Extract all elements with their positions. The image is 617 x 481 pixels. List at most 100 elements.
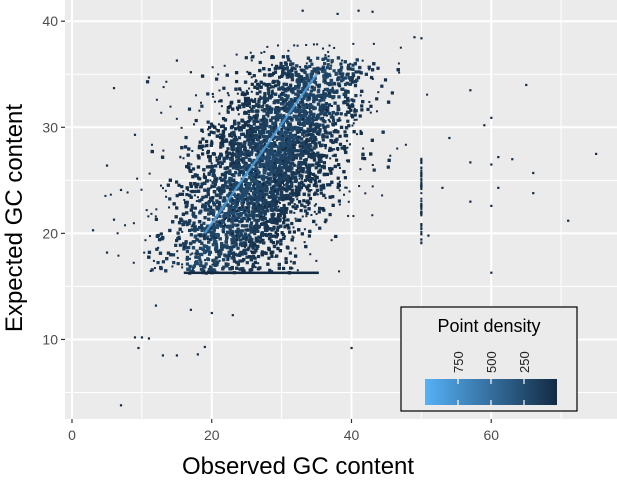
density-point bbox=[273, 173, 276, 176]
density-point bbox=[249, 145, 253, 149]
density-point bbox=[190, 228, 194, 232]
density-point bbox=[317, 163, 321, 167]
density-point bbox=[313, 152, 317, 157]
density-point bbox=[336, 147, 340, 151]
density-point bbox=[268, 204, 271, 207]
density-point bbox=[276, 246, 280, 251]
density-point bbox=[303, 70, 307, 75]
density-point bbox=[189, 269, 193, 273]
density-point bbox=[306, 138, 310, 142]
density-point bbox=[276, 139, 279, 142]
density-point bbox=[302, 192, 306, 196]
density-point bbox=[312, 146, 316, 150]
density-point bbox=[231, 163, 234, 166]
density-point bbox=[386, 100, 391, 104]
density-point bbox=[258, 68, 262, 73]
density-point bbox=[306, 187, 310, 191]
density-point bbox=[346, 119, 350, 123]
density-point bbox=[249, 152, 253, 156]
density-point bbox=[259, 118, 263, 122]
density-point bbox=[287, 226, 291, 230]
density-point bbox=[226, 257, 230, 262]
density-point bbox=[188, 264, 192, 269]
density-point bbox=[274, 64, 279, 69]
density-point bbox=[314, 142, 318, 146]
density-point bbox=[268, 144, 273, 148]
density-point bbox=[271, 170, 275, 175]
density-point bbox=[205, 143, 209, 148]
density-point bbox=[332, 69, 336, 73]
density-point bbox=[252, 205, 256, 209]
density-point bbox=[322, 98, 326, 102]
density-point bbox=[351, 67, 355, 71]
density-point bbox=[245, 103, 249, 108]
density-point bbox=[224, 127, 227, 130]
density-point bbox=[336, 185, 340, 189]
density-point bbox=[188, 219, 192, 223]
density-point bbox=[274, 108, 278, 112]
density-point bbox=[297, 171, 300, 174]
density-point bbox=[302, 199, 306, 203]
density-point bbox=[347, 214, 350, 217]
density-point bbox=[282, 178, 286, 183]
density-point bbox=[280, 169, 284, 174]
density-point bbox=[337, 199, 342, 203]
density-point bbox=[144, 239, 147, 242]
density-point bbox=[258, 266, 262, 270]
density-point bbox=[252, 131, 255, 134]
density-point bbox=[264, 166, 269, 171]
density-point bbox=[241, 206, 244, 209]
density-point bbox=[287, 137, 291, 141]
density-point bbox=[277, 225, 281, 229]
density-point bbox=[225, 224, 229, 229]
density-point bbox=[282, 194, 286, 198]
density-point bbox=[282, 213, 286, 217]
density-point bbox=[343, 89, 348, 93]
density-point bbox=[234, 71, 239, 75]
density-point bbox=[218, 204, 222, 208]
density-point bbox=[232, 162, 237, 166]
density-point bbox=[398, 71, 401, 74]
density-point bbox=[264, 139, 268, 143]
density-point bbox=[287, 202, 291, 206]
density-point bbox=[206, 201, 210, 205]
density-point bbox=[249, 230, 253, 234]
density-point bbox=[155, 208, 158, 211]
density-point bbox=[282, 217, 285, 220]
density-point bbox=[270, 165, 274, 169]
density-point bbox=[290, 75, 294, 79]
density-point bbox=[301, 77, 306, 81]
density-point bbox=[236, 144, 241, 149]
density-point bbox=[342, 170, 346, 174]
density-point bbox=[336, 56, 341, 60]
density-point bbox=[223, 218, 226, 221]
density-point bbox=[290, 238, 294, 242]
density-point bbox=[312, 106, 316, 111]
density-point bbox=[305, 165, 309, 169]
density-point bbox=[283, 130, 287, 135]
density-point bbox=[348, 82, 352, 86]
density-point bbox=[347, 124, 351, 128]
density-point bbox=[254, 163, 258, 167]
density-point bbox=[212, 241, 217, 245]
density-point bbox=[275, 240, 280, 244]
density-point bbox=[230, 202, 234, 206]
density-point bbox=[338, 71, 342, 76]
density-point bbox=[256, 200, 260, 204]
density-point bbox=[251, 264, 255, 269]
density-point bbox=[303, 228, 306, 231]
density-point bbox=[292, 261, 296, 265]
density-point bbox=[215, 128, 218, 131]
density-point bbox=[189, 190, 192, 193]
density-point bbox=[315, 188, 319, 192]
density-point bbox=[235, 162, 240, 166]
density-point bbox=[284, 260, 288, 264]
density-point bbox=[285, 189, 289, 193]
density-point bbox=[193, 173, 197, 177]
density-point bbox=[206, 128, 209, 131]
density-point bbox=[295, 130, 300, 134]
density-point bbox=[283, 107, 288, 112]
density-point bbox=[202, 244, 206, 248]
density-point bbox=[160, 155, 165, 159]
density-point bbox=[332, 82, 337, 86]
